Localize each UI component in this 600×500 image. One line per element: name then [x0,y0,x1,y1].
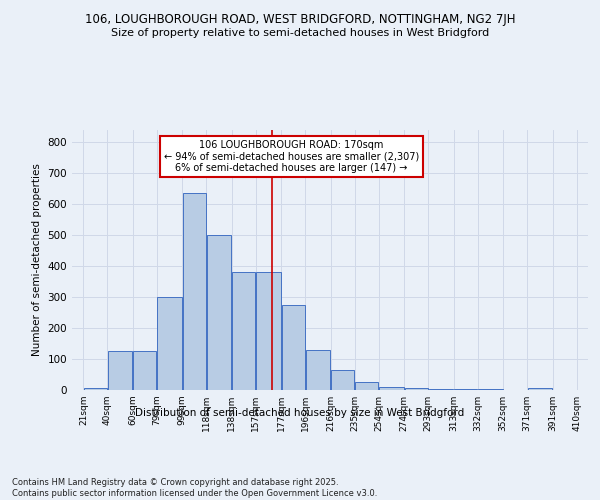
Bar [355,382,379,390]
Bar [232,272,256,390]
Bar [281,305,305,390]
Bar [207,235,231,390]
Text: Size of property relative to semi-detached houses in West Bridgford: Size of property relative to semi-detach… [111,28,489,38]
Text: 106, LOUGHBOROUGH ROAD, WEST BRIDGFORD, NOTTINGHAM, NG2 7JH: 106, LOUGHBOROUGH ROAD, WEST BRIDGFORD, … [85,12,515,26]
Bar [404,388,428,390]
Bar [256,272,281,390]
Bar [527,388,552,390]
Bar [108,352,133,390]
Bar [133,352,157,390]
Bar [157,297,182,390]
Text: Contains HM Land Registry data © Crown copyright and database right 2025.
Contai: Contains HM Land Registry data © Crown c… [12,478,377,498]
Bar [183,194,206,390]
Bar [331,370,354,390]
Text: Distribution of semi-detached houses by size in West Bridgford: Distribution of semi-detached houses by … [136,408,464,418]
Bar [84,388,107,390]
Bar [306,350,330,390]
Text: 106 LOUGHBOROUGH ROAD: 170sqm
← 94% of semi-detached houses are smaller (2,307)
: 106 LOUGHBOROUGH ROAD: 170sqm ← 94% of s… [164,140,419,173]
Bar [379,387,404,390]
Y-axis label: Number of semi-detached properties: Number of semi-detached properties [32,164,42,356]
